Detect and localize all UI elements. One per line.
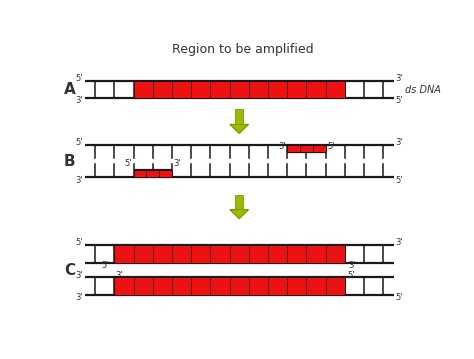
Text: 3': 3' <box>278 142 286 151</box>
Text: 3': 3' <box>395 74 402 83</box>
Text: 5': 5' <box>348 271 356 280</box>
Bar <box>235 195 243 210</box>
Bar <box>114 278 345 295</box>
Text: 3': 3' <box>75 96 83 105</box>
Bar <box>114 246 345 263</box>
Text: 5': 5' <box>327 142 335 151</box>
Text: 3': 3' <box>115 271 123 280</box>
Text: 3': 3' <box>75 271 83 280</box>
Text: 5': 5' <box>101 261 109 270</box>
Text: 5': 5' <box>395 96 402 105</box>
Text: 5': 5' <box>76 238 83 247</box>
Text: B: B <box>64 154 75 169</box>
Text: A: A <box>64 82 75 97</box>
Text: 3': 3' <box>75 176 83 185</box>
Polygon shape <box>230 210 248 219</box>
Bar <box>134 81 345 98</box>
Polygon shape <box>230 125 248 133</box>
Text: 3': 3' <box>395 138 402 147</box>
Text: 5': 5' <box>76 74 83 83</box>
Text: Region to be amplified: Region to be amplified <box>172 43 314 56</box>
Text: 5': 5' <box>125 159 132 168</box>
Bar <box>235 109 243 125</box>
Text: 3': 3' <box>75 293 83 302</box>
Text: 5': 5' <box>395 293 402 302</box>
Bar <box>134 170 172 177</box>
Text: 3': 3' <box>395 238 402 247</box>
Bar <box>287 145 326 153</box>
Text: 5': 5' <box>395 176 402 185</box>
Text: C: C <box>64 262 75 278</box>
Text: 5': 5' <box>76 138 83 147</box>
Text: ds DNA: ds DNA <box>405 85 441 95</box>
Text: 3': 3' <box>173 159 181 168</box>
Text: 3': 3' <box>348 261 356 270</box>
